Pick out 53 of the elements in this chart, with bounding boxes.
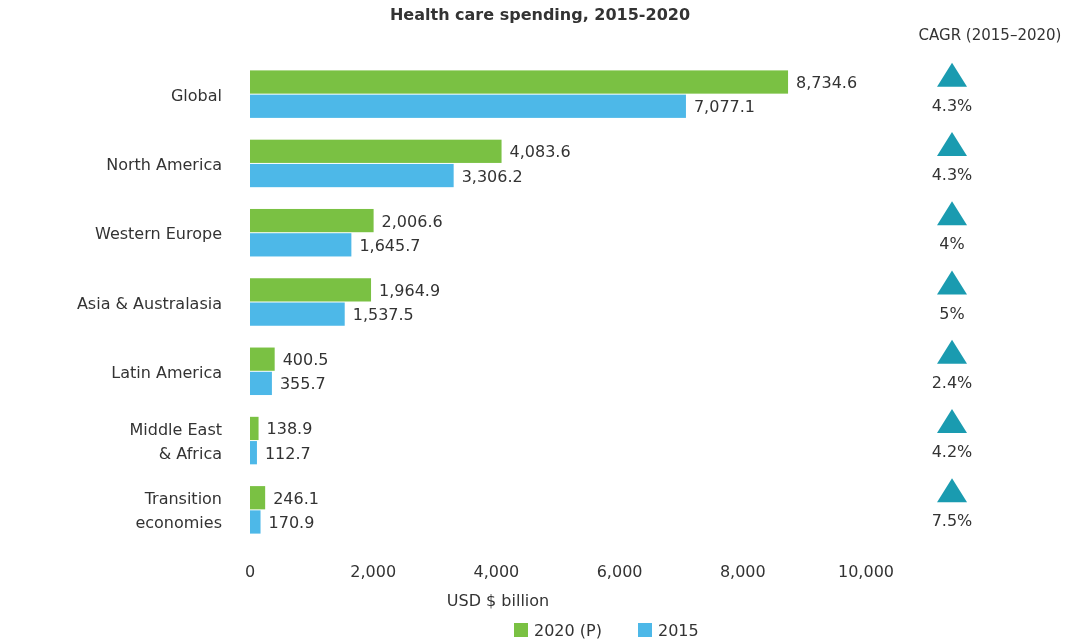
text: CAGR (2015–2020) [918, 26, 1062, 44]
y-tick-label: Western Europe [95, 223, 222, 243]
bar [250, 94, 686, 118]
x-tick-label: 10,000 [838, 562, 894, 581]
y-tick-label: Global [170, 85, 222, 105]
x-axis-title: USD $ billion [446, 591, 550, 610]
bar [250, 208, 374, 233]
bar [250, 510, 261, 534]
x-tick-label: 2,000 [350, 562, 397, 581]
bar [250, 486, 266, 510]
bar [250, 70, 789, 94]
text: 5% [939, 303, 965, 323]
data-label: 3,306.2 [461, 166, 523, 186]
y-tick-label: Transition economies [135, 488, 222, 532]
data-label: 170.9 [268, 512, 315, 532]
bar [250, 416, 259, 441]
legend-label: 2015 [658, 620, 699, 640]
text: 4% [939, 234, 965, 254]
bar [250, 371, 272, 396]
data-label: 2,006.6 [381, 211, 443, 231]
y-tick-label: North America [106, 154, 222, 174]
y-tick-label: Middle East & Africa [129, 419, 222, 463]
data-label: 355.7 [279, 374, 326, 394]
x-tick-label: 0 [244, 562, 256, 581]
legend-label: 2020 (P) [534, 620, 602, 640]
data-label: 1,964.9 [379, 280, 441, 300]
bar [250, 163, 454, 188]
data-label: 1,537.5 [352, 305, 414, 325]
text: 4.3% [931, 95, 973, 115]
bar [250, 233, 352, 257]
data-label: 138.9 [266, 419, 313, 439]
x-tick-label: 4,000 [473, 562, 520, 581]
bar [250, 347, 275, 371]
bar [250, 139, 502, 163]
chart-title: Health care spending, 2015-2020 [389, 5, 691, 24]
bar [250, 278, 372, 302]
data-label: 112.7 [264, 443, 311, 463]
x-tick-label: 8,000 [719, 562, 766, 581]
bar [250, 441, 257, 465]
x-tick-label: 6,000 [596, 562, 643, 581]
data-label: 1,645.7 [359, 235, 421, 255]
data-label: 400.5 [282, 350, 329, 370]
data-label: 4,083.6 [509, 142, 571, 162]
bar [250, 302, 345, 326]
y-tick-label: Asia & Australasia [76, 293, 222, 312]
text: 4.3% [931, 164, 973, 184]
y-tick-label: Latin America [111, 362, 222, 382]
text: 7.5% [931, 511, 973, 531]
data-label: 8,734.6 [796, 73, 858, 93]
data-label: 246.1 [273, 488, 319, 508]
data-label: 7,077.1 [693, 97, 756, 117]
text: 4.2% [931, 442, 973, 462]
text: 2.4% [931, 372, 973, 392]
